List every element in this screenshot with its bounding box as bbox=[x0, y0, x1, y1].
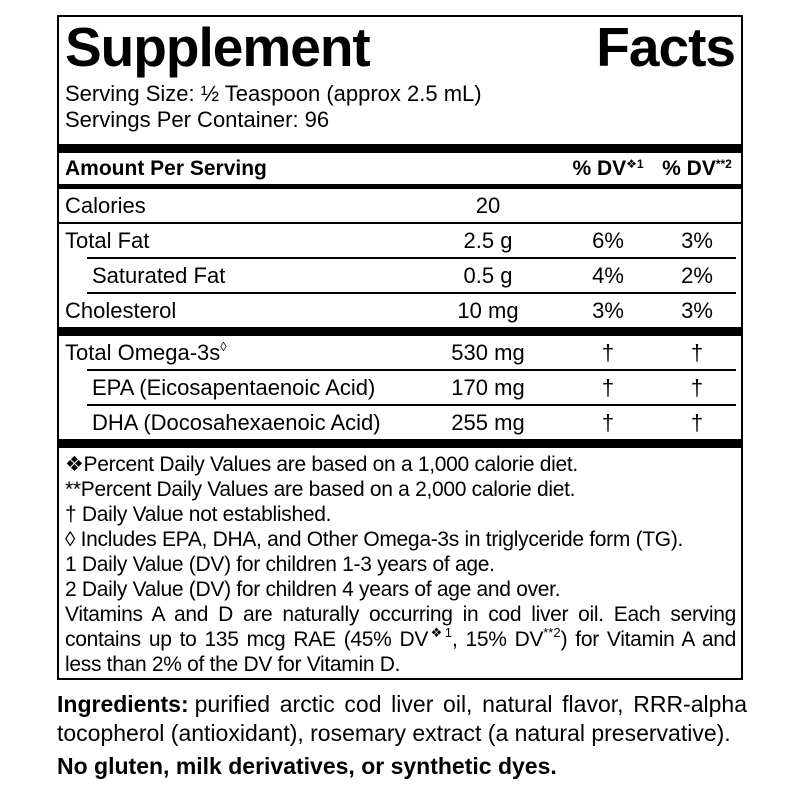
row-amount: 0.5 g bbox=[463, 262, 513, 288]
row-dv2-dagger: † bbox=[690, 409, 704, 435]
footnote-lozenge: ◊ Includes EPA, DHA, and Other Omega-3s … bbox=[65, 528, 684, 551]
footnote-dv2-basis: **Percent Daily Values are based on a 2,… bbox=[65, 478, 576, 501]
row-dv2-dagger: † bbox=[690, 374, 704, 400]
column-header-dv2: % DV**2 bbox=[658, 157, 736, 181]
vitamins-note-part3: ) for Vitamin A and less than 2% of the … bbox=[65, 628, 737, 676]
row-dv1-dagger: † bbox=[601, 409, 615, 435]
medium-rule-under-header bbox=[59, 184, 741, 189]
table-row-total-omega-3s: Total Omega-3s◊ 530 mg † † bbox=[64, 336, 736, 369]
thick-rule-top bbox=[59, 144, 741, 153]
row-dv1-dagger: † bbox=[601, 374, 615, 400]
vitamins-note-part2: , 15% DV bbox=[451, 628, 544, 651]
lozenge-superscript: ◊ bbox=[220, 338, 227, 354]
supplement-facts-panel: Supplement Facts Serving Size: ½ Teaspoo… bbox=[57, 15, 743, 680]
table-row-saturated-fat: Saturated Fat 0.5 g 4% 2% bbox=[64, 259, 736, 292]
row-dv1: 4% bbox=[592, 262, 624, 288]
table-row-calories: Calories 20 bbox=[64, 189, 736, 222]
rule-indented bbox=[87, 369, 736, 371]
row-name: Calories bbox=[65, 192, 146, 218]
row-amount: 530 mg bbox=[451, 339, 525, 365]
row-name: Saturated Fat bbox=[92, 262, 226, 288]
row-dv1: 6% bbox=[592, 227, 624, 253]
column-header-dv1: % DV❖1 bbox=[558, 157, 658, 181]
table-row-total-fat: Total Fat 2.5 g 6% 3% bbox=[64, 224, 736, 257]
rule-indented bbox=[87, 404, 736, 406]
vitamins-note-sup1: ❖1 bbox=[428, 625, 452, 640]
no-gluten-claim: No gluten, milk derivatives, or syntheti… bbox=[57, 753, 557, 779]
row-dv2: 2% bbox=[681, 262, 713, 288]
table-header-row: Amount Per Serving % DV❖1 % DV**2 bbox=[64, 153, 736, 184]
vitamins-note-sup2: **2 bbox=[543, 625, 561, 640]
rule-full bbox=[59, 222, 741, 224]
footnote-dagger: † Daily Value not established. bbox=[65, 503, 332, 526]
row-name: Cholesterol bbox=[65, 297, 177, 323]
column-header-amount-per-serving: Amount Per Serving bbox=[65, 156, 267, 180]
panel-title: Supplement Facts bbox=[65, 16, 736, 78]
table-row-dha: DHA (Docosahexaenoic Acid) 255 mg † † bbox=[64, 406, 736, 439]
footnote-children-4-over: 2 Daily Value (DV) for children 4 years … bbox=[65, 578, 561, 601]
vitamins-a-d-note: Vitamins A and D are naturally occurring… bbox=[65, 602, 736, 677]
ingredients-label: Ingredients: bbox=[57, 691, 189, 717]
row-dv1-dagger: † bbox=[601, 339, 615, 365]
row-dv2: 3% bbox=[681, 297, 713, 323]
dv1-header-superscript: ❖1 bbox=[626, 156, 644, 171]
row-amount: 20 bbox=[475, 192, 501, 218]
vitamins-note-part1: Vitamins A and D are naturally occurring… bbox=[65, 603, 736, 651]
footnote-children-1-3: 1 Daily Value (DV) for children 1-3 year… bbox=[65, 553, 495, 576]
dv1-header-base: % DV bbox=[572, 156, 627, 180]
rule-indented bbox=[87, 292, 736, 294]
ingredients-text: purified arctic cod liver oil, natural f… bbox=[57, 691, 747, 746]
row-name: EPA (Eicosapentaenoic Acid) bbox=[92, 374, 376, 400]
row-name: Total Fat bbox=[65, 227, 150, 253]
table-row-epa: EPA (Eicosapentaenoic Acid) 170 mg † † bbox=[64, 371, 736, 404]
row-amount: 10 mg bbox=[457, 297, 519, 323]
omega-name-text: Total Omega-3s bbox=[65, 339, 221, 365]
thick-rule-mid bbox=[59, 327, 741, 336]
row-dv1: 3% bbox=[592, 297, 624, 323]
row-name: DHA (Docosahexaenoic Acid) bbox=[92, 409, 381, 435]
row-dv2-dagger: † bbox=[690, 339, 704, 365]
row-dv2: 3% bbox=[681, 227, 713, 253]
serving-info: Serving Size: ½ Teaspoon (approx 2.5 mL)… bbox=[64, 81, 736, 133]
footnotes-block: ❖Percent Daily Values are based on a 1,0… bbox=[64, 452, 736, 677]
row-amount: 170 mg bbox=[451, 374, 525, 400]
dv2-header-base: % DV bbox=[662, 156, 716, 180]
row-name: Total Omega-3s◊ bbox=[64, 340, 418, 366]
row-amount: 255 mg bbox=[451, 409, 525, 435]
rule-indented bbox=[87, 257, 736, 259]
servings-per-container-text: Servings Per Container: 96 bbox=[65, 107, 330, 132]
thick-rule-bottom bbox=[59, 439, 741, 448]
row-amount: 2.5 g bbox=[463, 227, 513, 253]
serving-size-text: Serving Size: ½ Teaspoon (approx 2.5 mL) bbox=[65, 81, 482, 106]
footnote-dv1-basis: ❖Percent Daily Values are based on a 1,0… bbox=[65, 453, 578, 476]
table-row-cholesterol: Cholesterol 10 mg 3% 3% bbox=[64, 294, 736, 327]
ingredients-paragraph: Ingredients: purified arctic cod liver oi… bbox=[57, 690, 747, 748]
dv2-header-superscript: **2 bbox=[715, 156, 732, 171]
